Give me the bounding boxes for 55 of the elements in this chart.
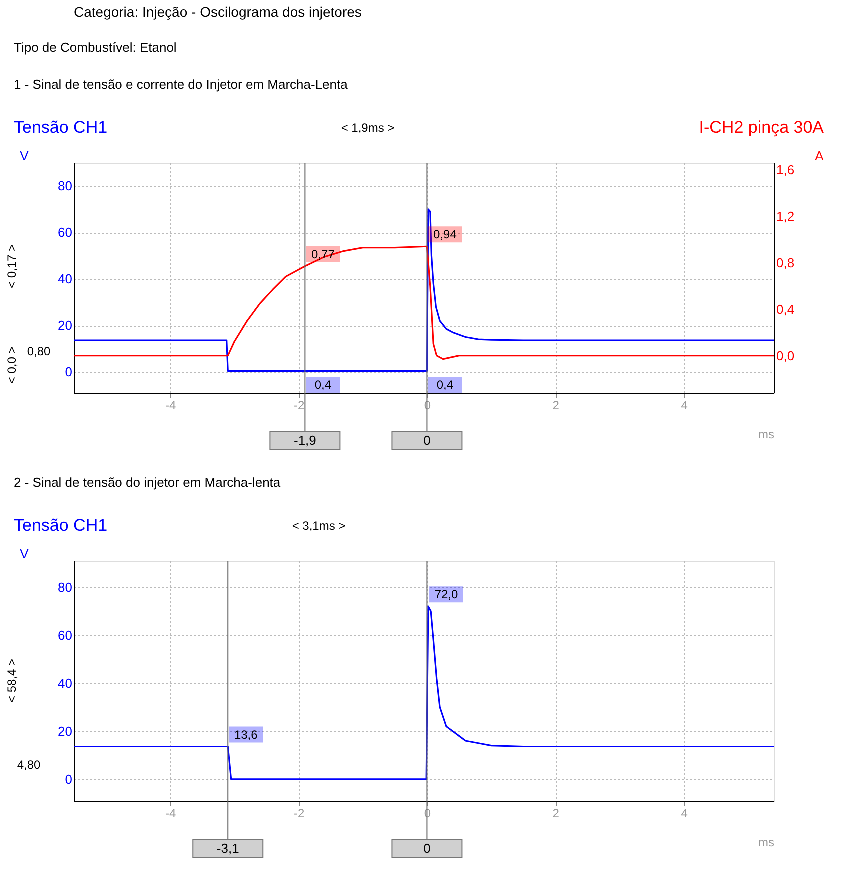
x-tick-label: -4 (165, 398, 176, 412)
y-tick-label: 40 (58, 676, 72, 691)
text: Tipo de Combustível: Etanol (14, 40, 177, 55)
ref-line-label: -3,1 (216, 841, 240, 856)
text: < 58,4 > (5, 658, 19, 704)
y-tick-label: 60 (58, 628, 72, 643)
data-label: 0,77 (312, 247, 336, 262)
y-tick-label: 60 (58, 225, 72, 240)
data-label: 72,0 (434, 588, 458, 602)
data-label: 0,94 (434, 228, 458, 242)
ref-line-label: 0 (424, 841, 431, 856)
text: < 0,17 > (5, 244, 19, 289)
data-label: 13,6 (234, 728, 258, 742)
ref-line-label: -1,9 (294, 433, 316, 448)
y-tick-label: 0 (65, 364, 72, 380)
y-tick-label: 40 (58, 272, 72, 287)
ref-line-label: 0 (424, 433, 431, 448)
text: < 1,9ms > (341, 121, 395, 135)
text: < 3,1ms > (292, 519, 346, 533)
x-tick-label: -4 (165, 806, 176, 820)
chart-title: 2 - Sinal de tensão do injetor em Marcha-lenta (14, 475, 282, 490)
y2-axis-title: A (815, 148, 824, 164)
x-tick-label: -2 (294, 806, 305, 820)
text: Tensão CH1 (14, 516, 108, 535)
y2-tick-label: 1,6 (776, 162, 795, 178)
line-series (74, 606, 774, 780)
data-label: 0,4 (436, 378, 454, 392)
text: 0,80 (27, 344, 51, 359)
y-axis-title: V (20, 546, 30, 562)
y2-tick-label: 0,4 (776, 302, 795, 317)
chart-title: 1 - Sinal de tensão e corrente do Injetor em Marcha-Lenta (14, 77, 349, 92)
x-axis-title: ms (758, 836, 774, 850)
text: Categoria: Injeção - Oscilograma dos injetores (74, 4, 362, 20)
y-tick-label: 20 (58, 724, 72, 739)
x-tick-label: 2 (552, 398, 560, 412)
x-tick-label: -2 (294, 398, 305, 412)
line-series (74, 246, 774, 360)
x-axis-title: ms (758, 428, 774, 442)
x-tick-label: 2 (552, 806, 560, 820)
y2-tick-label: 0,8 (776, 255, 795, 270)
text: Tensão CH1 (14, 118, 108, 137)
y-axis-title: V (20, 148, 30, 164)
y2-tick-label: 0,0 (776, 348, 795, 364)
y2-tick-label: 1,2 (776, 208, 795, 224)
data-label: 0,4 (314, 378, 332, 392)
text: < 0,0 > (5, 346, 19, 384)
text: 4,80 (17, 758, 41, 772)
text: I-CH2 pinça 30A (699, 118, 825, 137)
y-tick-label: 20 (58, 318, 72, 334)
y-tick-label: 0 (65, 772, 72, 787)
y-tick-label: 80 (58, 178, 72, 194)
y-tick-label: 80 (58, 580, 72, 595)
line-series (74, 208, 774, 372)
x-tick-label: 4 (681, 398, 688, 412)
x-tick-label: 4 (681, 806, 688, 820)
